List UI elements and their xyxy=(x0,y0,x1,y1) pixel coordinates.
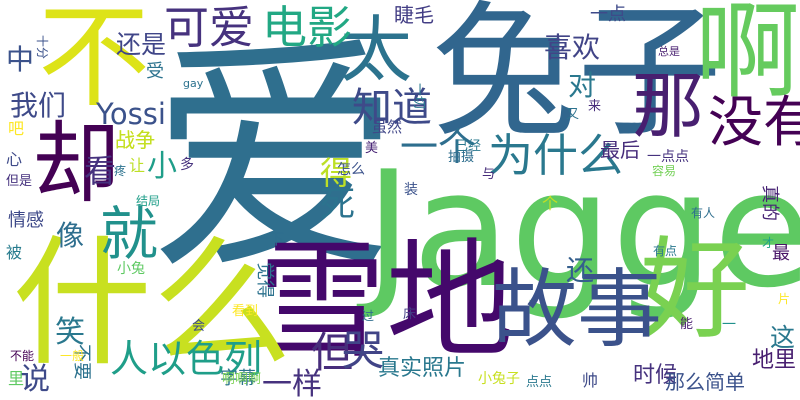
cloud-word: 多 xyxy=(180,157,194,173)
cloud-word: 看 xyxy=(84,152,117,190)
cloud-word: 这 xyxy=(770,323,796,352)
cloud-word: 雪地 xyxy=(258,227,515,376)
cloud-word: 有点 xyxy=(653,244,678,258)
cloud-word: 一个 xyxy=(400,125,477,169)
cloud-word: 能 xyxy=(680,317,694,332)
cloud-word: 最 xyxy=(772,243,790,264)
cloud-word: 那 xyxy=(632,64,705,148)
cloud-word: 才 xyxy=(762,236,775,250)
cloud-word: gay xyxy=(183,77,204,90)
cloud-word: 字幕 xyxy=(220,368,256,389)
cloud-word: Jagger xyxy=(365,136,800,323)
cloud-word: 睫毛 xyxy=(394,3,434,27)
cloud-word: 一点 xyxy=(590,4,626,25)
cloud-word: 会 xyxy=(192,319,206,334)
cloud-word: 故事 xyxy=(492,261,663,360)
cloud-word: 像 xyxy=(56,219,85,252)
cloud-word: 笑 xyxy=(55,315,85,350)
cloud-word: 又 xyxy=(566,107,580,122)
cloud-word: 帅 xyxy=(582,371,599,390)
cloud-word: 总是 xyxy=(658,45,680,58)
cloud-word: Yossi xyxy=(96,97,166,131)
cloud-word: 对 xyxy=(568,69,597,102)
cloud-word: 觉得 xyxy=(254,262,275,298)
cloud-word: 情感 xyxy=(8,210,44,231)
cloud-word: 兔子 xyxy=(432,0,722,157)
cloud-word: 就 xyxy=(100,200,159,268)
cloud-word: 虽然 xyxy=(372,118,403,136)
cloud-word: 但 xyxy=(311,328,354,377)
cloud-word: 装 xyxy=(404,182,418,198)
cloud-word: 一 xyxy=(722,317,736,333)
cloud-word: 那么简单 xyxy=(665,370,745,394)
cloud-word: 小兔子 xyxy=(478,371,520,387)
cloud-word: 得 xyxy=(320,154,353,192)
cloud-word: 战争 xyxy=(115,128,155,152)
cloud-word: 一切 xyxy=(411,83,426,110)
cloud-word: 结局 xyxy=(136,194,161,208)
cloud-word: 已经 xyxy=(455,139,482,154)
cloud-word: 与 xyxy=(482,167,496,182)
cloud-word: 一样 xyxy=(262,367,322,400)
cloud-word: 还 xyxy=(566,254,595,287)
cloud-word: 受 xyxy=(146,61,164,82)
cloud-word: 哭 xyxy=(342,326,385,375)
cloud-word: 看到 xyxy=(232,304,259,319)
cloud-word: 没有 xyxy=(708,90,800,154)
cloud-word: 一下 xyxy=(254,230,285,248)
cloud-word: 什么 xyxy=(12,223,293,386)
cloud-word: 容易 xyxy=(652,164,677,178)
cloud-word: 却 xyxy=(32,112,121,215)
cloud-word: 美 xyxy=(365,141,379,156)
cloud-word: 十分 xyxy=(35,35,49,60)
cloud-word: 电影 xyxy=(262,1,353,54)
cloud-word: 爱 xyxy=(150,14,400,305)
cloud-word: 来 xyxy=(588,99,602,114)
cloud-word: 真实照片 xyxy=(378,356,467,381)
cloud-word: 小兔 xyxy=(117,261,145,277)
cloud-word: 好 xyxy=(640,226,750,354)
cloud-word: 战争 xyxy=(115,128,155,152)
cloud-word: 心 xyxy=(6,150,23,169)
cloud-word: 人以色列 xyxy=(110,337,263,381)
cloud-word: 疼 xyxy=(114,164,127,178)
cloud-word: 真的 xyxy=(759,185,780,221)
cloud-word: 喜欢 xyxy=(544,31,601,64)
cloud-word: 不能 xyxy=(10,349,35,363)
cloud-word: 太 xyxy=(340,8,413,92)
cloud-word: 小 xyxy=(147,149,177,184)
cloud-word: 知道 xyxy=(352,85,432,131)
cloud-word: 说 xyxy=(20,362,50,397)
cloud-word: 可爱 xyxy=(164,1,255,54)
cloud-word: 拍摄 xyxy=(448,150,475,165)
cloud-word: 怎么 xyxy=(337,162,365,178)
cloud-word: 但是 xyxy=(6,174,33,189)
cloud-word: 不 xyxy=(38,0,150,123)
cloud-word: 死 xyxy=(320,185,356,225)
cloud-word: 被 xyxy=(6,243,23,262)
cloud-word: 中 xyxy=(6,43,35,76)
cloud-word: 有人 xyxy=(691,206,716,220)
cloud-word: 里 xyxy=(8,369,25,388)
cloud-word: 啊 xyxy=(695,0,800,113)
cloud-word: 为什么 xyxy=(488,129,624,182)
cloud-word: 啊啊啊 xyxy=(222,372,262,387)
cloud-word: 还是 xyxy=(116,30,167,59)
cloud-word: 床 xyxy=(403,307,417,322)
cloud-word: 让 xyxy=(129,156,146,175)
cloud-word: 一般 xyxy=(60,349,85,363)
cloud-word: 一点点 xyxy=(647,149,689,165)
cloud-word: 过 xyxy=(362,309,375,323)
cloud-word: 个 xyxy=(542,194,559,213)
cloud-word: 地里 xyxy=(752,348,797,373)
cloud-word: 最后 xyxy=(600,138,640,162)
cloud-word: 时候 xyxy=(633,363,678,388)
cloud-word: 片 xyxy=(778,292,791,306)
cloud-word: 我们 xyxy=(10,89,67,122)
cloud-word: 吧 xyxy=(8,119,25,138)
cloud-word: 点点 xyxy=(526,375,553,390)
